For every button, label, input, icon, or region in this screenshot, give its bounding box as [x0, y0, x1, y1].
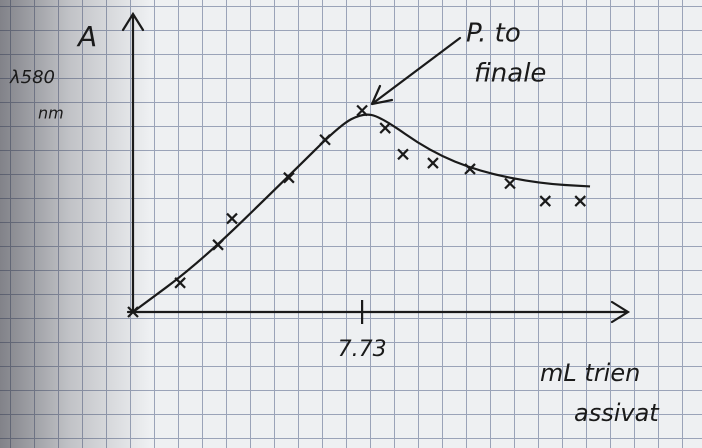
data-point — [213, 240, 223, 250]
y-axis — [123, 14, 143, 312]
annotation: P. to — [466, 19, 521, 49]
data-point — [227, 214, 237, 224]
data-point — [428, 158, 438, 168]
x-axis-label: assivat — [574, 399, 660, 427]
data-point — [575, 196, 585, 206]
data-point — [357, 106, 367, 116]
y-axis-sublabel: λ580 — [9, 67, 55, 88]
x-axis — [128, 302, 628, 322]
fitted-curve — [133, 115, 590, 312]
x-tick-label: 7.73 — [338, 337, 387, 362]
grid-paper: A λ580 nm P. to finale mL trien assivat … — [0, 0, 702, 448]
data-point — [398, 149, 408, 159]
data-point — [320, 135, 330, 145]
data-point — [505, 179, 515, 189]
data-point — [540, 196, 550, 206]
annotation: finale — [474, 59, 546, 89]
data-point — [175, 278, 185, 288]
x-axis-label: mL trien — [540, 359, 640, 387]
y-axis-sublabel: nm — [38, 104, 64, 123]
y-axis-label: A — [76, 20, 97, 53]
chart: A λ580 nm P. to finale mL trien assivat … — [0, 0, 702, 448]
data-point — [380, 123, 390, 133]
annotation-arrow — [372, 38, 460, 104]
